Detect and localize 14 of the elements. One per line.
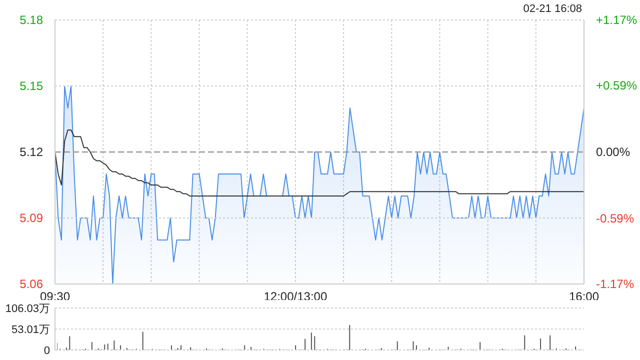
y-tick-label: 5.06 xyxy=(20,277,44,291)
y2-tick-label: -1.17% xyxy=(596,277,634,291)
y-tick-label: 5.09 xyxy=(20,211,44,225)
y-tick-label: 5.12 xyxy=(20,145,44,159)
y-tick-label: 53.01万 xyxy=(11,324,50,336)
y-tick-label: 5.15 xyxy=(20,79,44,93)
y-tick-label: 0 xyxy=(44,345,50,357)
y2-tick-label: 0.00% xyxy=(596,145,630,159)
y2-tick-label: +0.59% xyxy=(596,78,638,92)
y-tick-label: 5.18 xyxy=(20,13,44,27)
y-tick-label: 106.03万 xyxy=(5,303,50,315)
text: 02-21 16:08 xyxy=(523,3,582,15)
y2-tick-label: -0.59% xyxy=(596,212,634,226)
y2-tick-label: +1.17% xyxy=(596,13,638,27)
